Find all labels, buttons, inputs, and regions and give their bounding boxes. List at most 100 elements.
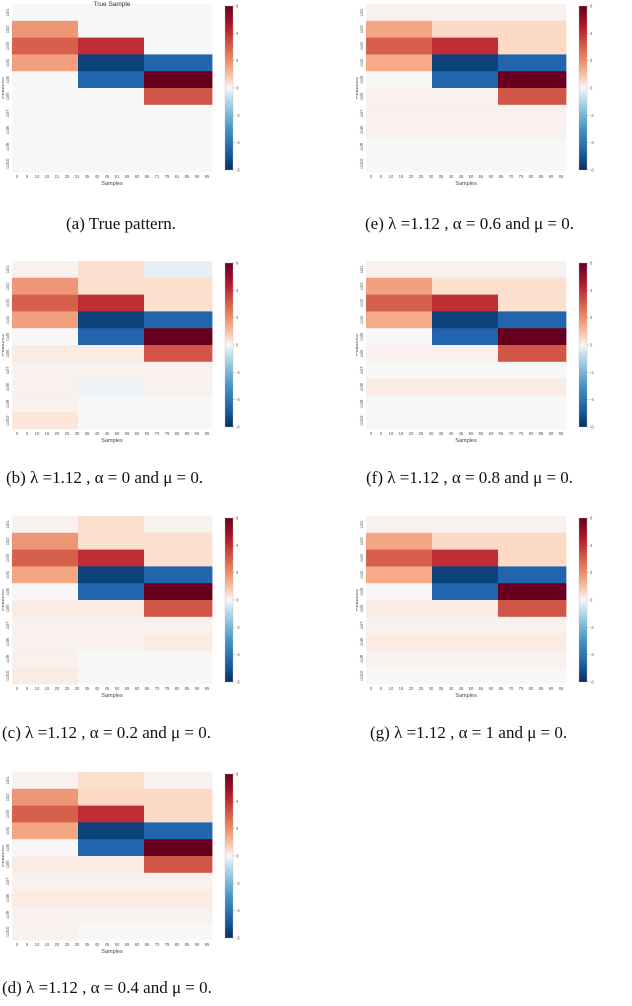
- heatmap-cell: [432, 311, 499, 329]
- heatmap-cell: [432, 261, 499, 279]
- heatmap-cell: [498, 261, 567, 279]
- y-tick-label: col5: [359, 75, 364, 83]
- x-tick-label: 40: [449, 686, 454, 691]
- x-tick-label: 80: [175, 686, 180, 691]
- y-axis-label: Features: [2, 77, 6, 99]
- heatmap-panel-d: col1 col2 col3 col4 col5 col6 col7 col8 col9 col1…: [2, 766, 242, 1006]
- heatmap-cell: [366, 71, 433, 89]
- heatmap-cell: [498, 20, 567, 38]
- y-tick-label: col10: [5, 158, 10, 169]
- heatmap-cell: [432, 277, 499, 295]
- colorbar-tick-label: -2: [590, 370, 594, 375]
- x-tick-label: 60: [489, 431, 494, 436]
- heatmap-cell: [12, 104, 79, 122]
- y-tick-label: col5: [5, 843, 10, 851]
- x-tick-label: 45: [105, 686, 110, 691]
- x-axis-label: Samples: [101, 438, 123, 444]
- y-tick-label: col5: [5, 332, 10, 340]
- heatmap-cell: [432, 583, 499, 601]
- colorbar: [224, 517, 234, 683]
- heatmap-cell: [144, 328, 213, 346]
- heatmap-cell: [432, 412, 499, 430]
- heatmap-cell: [366, 345, 433, 363]
- colorbar: [578, 262, 588, 428]
- x-tick-label: 65: [145, 174, 150, 179]
- heatmap-cell: [366, 566, 433, 584]
- x-tick-label: 25: [65, 431, 70, 436]
- heatmap-cell: [432, 138, 499, 156]
- heatmap-cell: [498, 345, 567, 363]
- heatmap-cell: [432, 378, 499, 396]
- heatmap-cell: [78, 277, 145, 295]
- x-tick-label: 0: [370, 431, 373, 436]
- x-axis-label: Samples: [101, 693, 123, 699]
- heatmap-cell: [366, 4, 433, 22]
- heatmap-cell: [12, 71, 79, 89]
- heatmap-cell: [366, 20, 433, 38]
- y-tick-label: col9: [5, 654, 10, 662]
- x-tick-label: 35: [85, 174, 90, 179]
- x-tick-label: 25: [419, 431, 424, 436]
- x-tick-label: 30: [75, 942, 80, 947]
- heatmap-cell: [12, 378, 79, 396]
- x-tick-label: 40: [95, 686, 100, 691]
- y-tick-label: col2: [5, 537, 10, 545]
- heatmap-cell: [78, 566, 145, 584]
- x-tick-label: 50: [115, 686, 120, 691]
- heatmap-cell: [12, 361, 79, 379]
- y-tick-label: col5: [5, 75, 10, 83]
- heatmap-cell: [366, 667, 433, 685]
- heatmap-cell: [144, 923, 213, 941]
- x-axis-label: Samples: [455, 181, 477, 187]
- y-tick-label: col1: [5, 265, 10, 273]
- x-tick-label: 15: [399, 174, 404, 179]
- heatmap-cell: [12, 788, 79, 806]
- heatmap-cell: [144, 104, 213, 122]
- x-tick-label: 35: [85, 942, 90, 947]
- heatmap-cell: [366, 155, 433, 173]
- x-tick-label: 10: [35, 431, 40, 436]
- colorbar-tick-label: -2: [590, 625, 594, 630]
- colorbar-tick-label: 0: [590, 598, 593, 603]
- x-tick-label: 10: [35, 942, 40, 947]
- colorbar: [224, 5, 234, 171]
- x-tick-label: 20: [409, 174, 414, 179]
- colorbar-tick-label: -4: [236, 908, 240, 913]
- heatmap-cell: [366, 121, 433, 139]
- heatmap-cell: [144, 20, 213, 38]
- y-axis-label: Features: [356, 589, 360, 611]
- heatmap-svg-g: col1 col2 col3 col4 col5 col6 col7 col8 col9 col1…: [356, 516, 594, 700]
- heatmap-cell: [498, 378, 567, 396]
- heatmap-cell: [498, 412, 567, 430]
- heatmap-cell: [498, 633, 567, 651]
- x-tick-label: 65: [145, 431, 150, 436]
- heatmap-cell: [144, 294, 213, 312]
- heatmap-cell: [78, 4, 145, 22]
- heatmap-cell: [498, 104, 567, 122]
- heatmap-cell: [366, 633, 433, 651]
- heatmap-cell: [432, 121, 499, 139]
- colorbar-tick-label: 2: [236, 315, 239, 320]
- heatmap-cell: [366, 261, 433, 279]
- x-tick-label: 80: [529, 431, 534, 436]
- heatmap-cell: [78, 805, 145, 823]
- x-tick-label: 10: [35, 174, 40, 179]
- heatmap-cell: [144, 667, 213, 685]
- heatmap-cell: [432, 37, 499, 55]
- x-tick-label: 40: [449, 174, 454, 179]
- x-tick-label: 10: [389, 686, 394, 691]
- heatmap-cell: [12, 856, 79, 874]
- x-tick-label: 5: [26, 431, 29, 436]
- x-tick-label: 25: [419, 686, 424, 691]
- colorbar-tick-label: -4: [590, 140, 594, 145]
- colorbar-tick-label: -6: [236, 168, 240, 173]
- x-tick-label: 95: [559, 174, 564, 179]
- caption-d: (d) λ =1.12 , α = 0.4 and μ = 0.: [2, 978, 212, 997]
- y-axis-label: Features: [356, 334, 360, 356]
- y-tick-label: col9: [359, 399, 364, 407]
- heatmap-cell: [498, 566, 567, 584]
- x-tick-label: 50: [115, 431, 120, 436]
- heatmap-cell: [78, 294, 145, 312]
- x-tick-label: 65: [499, 431, 504, 436]
- y-tick-label: col7: [359, 621, 364, 629]
